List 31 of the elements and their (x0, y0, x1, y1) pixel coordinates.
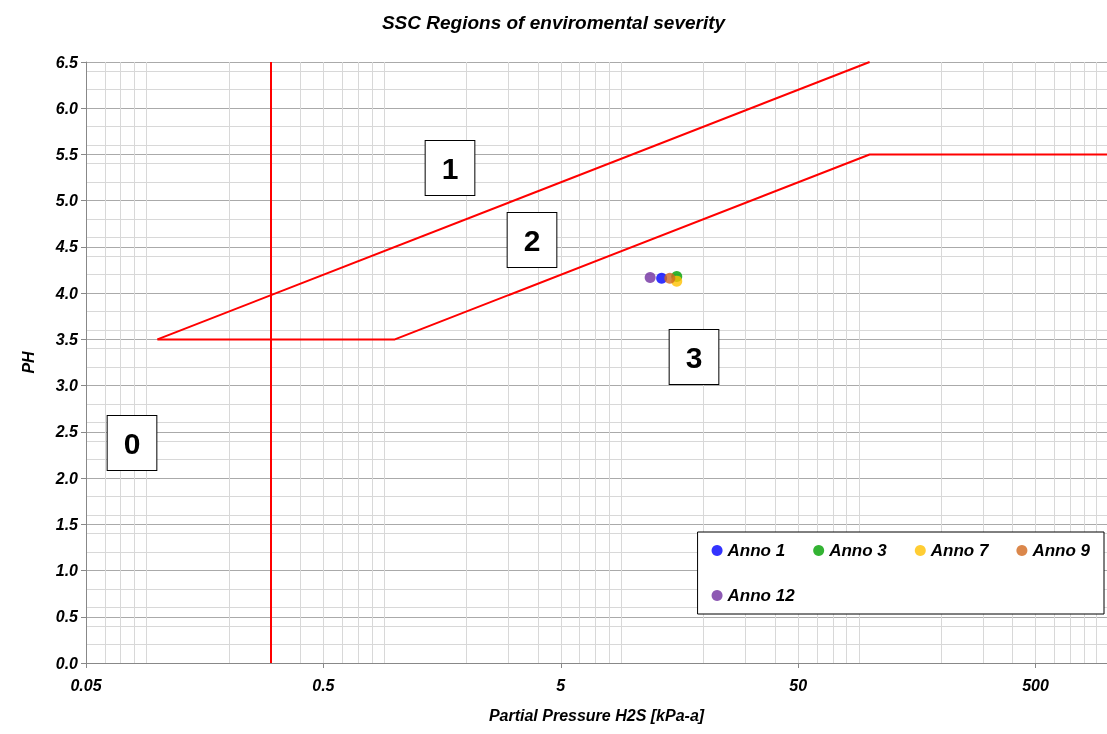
y-tick-label: 2.0 (54, 469, 79, 487)
y-tick-label: 0.5 (55, 608, 80, 626)
x-tick-label: 500 (1022, 676, 1049, 694)
annotation: 3 (685, 340, 703, 374)
chart-title: SSC Regions of enviromental severity (381, 12, 727, 33)
x-tick-label: 5 (556, 676, 567, 694)
y-tick-label: 1.5 (55, 515, 80, 533)
y-tick-label: 0.0 (55, 654, 79, 672)
x-tick-label: 50 (789, 676, 808, 694)
x-tick-label: 0.5 (312, 676, 336, 694)
y-tick-label: 5.5 (55, 145, 80, 163)
y-tick-label: 3.5 (55, 330, 80, 348)
legend-label: Anno 1 (726, 541, 786, 560)
y-tick-label: 5.0 (55, 192, 79, 210)
y-tick-label: 4.5 (54, 238, 80, 256)
y-axis-title: PH (19, 350, 37, 374)
y-tick-label: 3.0 (55, 377, 79, 395)
legend-label: Anno 12 (726, 586, 796, 605)
y-tick-label: 1.0 (55, 562, 79, 580)
annotation: 0 (123, 426, 141, 460)
x-tick-label: 0.05 (70, 676, 103, 694)
y-tick-label: 6.5 (55, 53, 80, 71)
y-tick-label: 6.0 (55, 99, 79, 117)
legend-label: Anno 3 (828, 541, 888, 560)
x-axis-title: Partial Pressure H2S [kPa-a] (488, 706, 705, 724)
annotation: 1 (441, 151, 459, 185)
y-tick-label: 4.0 (54, 284, 79, 302)
legend-label: Anno 9 (1031, 541, 1091, 560)
legend-label: Anno 7 (929, 541, 990, 560)
y-tick-label: 2.5 (54, 423, 80, 441)
annotation: 2 (523, 223, 541, 257)
